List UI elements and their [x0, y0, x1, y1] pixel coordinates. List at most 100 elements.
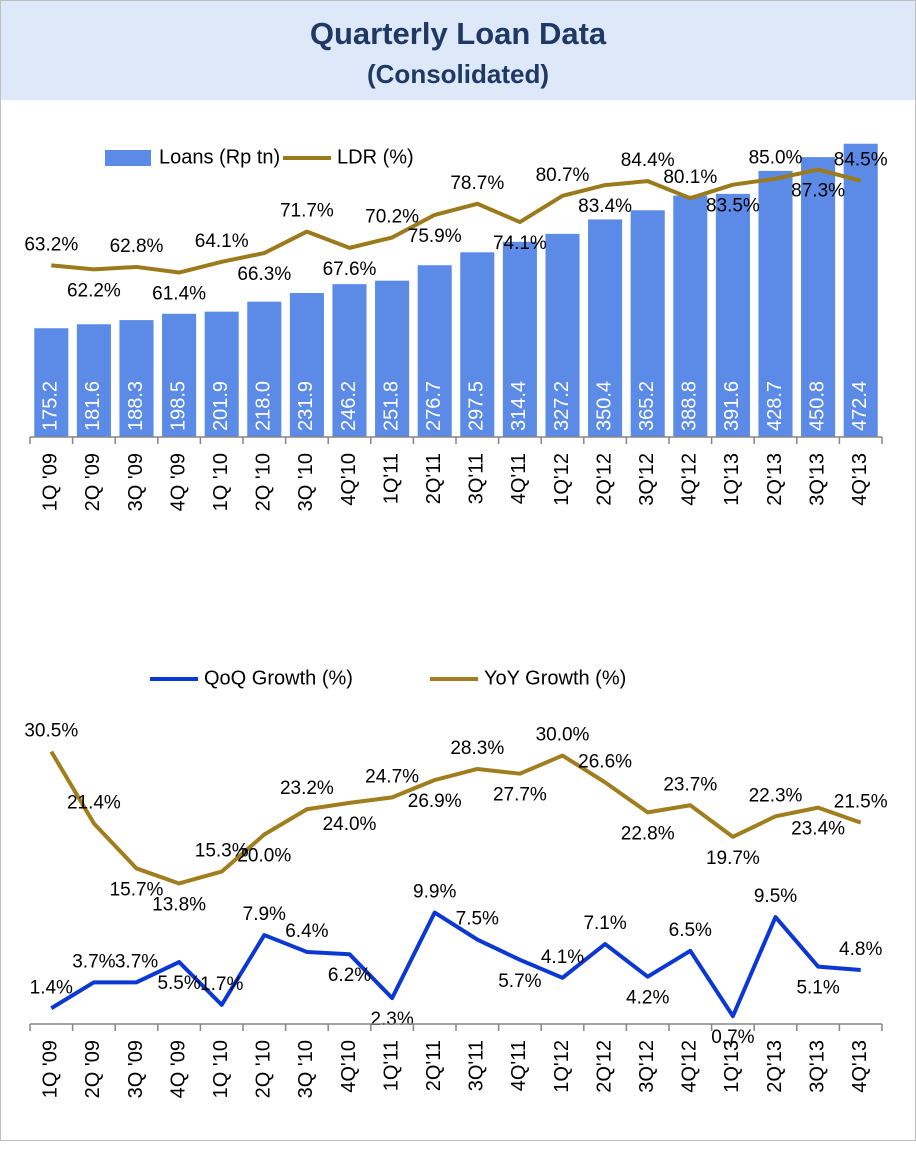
bar: [162, 313, 197, 437]
line-value-label: 83.5%: [706, 196, 760, 217]
x-tick-label: 2Q '09: [82, 1040, 104, 1098]
x-tick-label: 2Q '10: [253, 453, 275, 511]
x-tick-label: 3Q '10: [295, 453, 317, 511]
line-series: [50, 910, 861, 1019]
x-tick-label: 1Q'13: [721, 453, 743, 506]
line-value-label: 87.3%: [791, 181, 845, 202]
line-value-label: 22.8%: [621, 823, 675, 844]
line-value-label: 83.4%: [578, 196, 632, 217]
bar: [119, 320, 154, 437]
line-value-label: 4.2%: [626, 988, 669, 1009]
bar-value-label: 201.9: [210, 381, 232, 431]
line-value-label: 23.2%: [280, 778, 334, 799]
bar: [843, 143, 878, 438]
bar: [289, 293, 324, 437]
bar-value-label: 365.2: [636, 381, 658, 431]
line-value-label: 0.7%: [711, 1027, 754, 1048]
line-value-label: 74.1%: [493, 233, 547, 254]
line-value-label: 23.4%: [791, 819, 845, 840]
x-tick-label: 1Q'12: [551, 453, 573, 506]
bar-value-label: 350.4: [593, 381, 615, 431]
line-value-label: 7.1%: [583, 913, 626, 934]
line-series: [49, 750, 862, 886]
bar: [502, 241, 537, 437]
bar: [801, 157, 836, 437]
line-value-label: 6.2%: [328, 965, 371, 986]
line-value-label: 71.7%: [280, 201, 334, 222]
x-tick-label: 4Q '09: [167, 1040, 189, 1098]
x-tick-label: 2Q '10: [253, 1040, 275, 1098]
bar-value-label: 218.0: [253, 381, 275, 431]
bar: [545, 233, 580, 437]
line-value-label: 85.0%: [749, 148, 803, 169]
line-value-label: 62.2%: [67, 280, 121, 301]
bar-value-label: 188.3: [125, 381, 147, 431]
line-value-label: 30.0%: [536, 725, 590, 746]
line-value-label: 3.7%: [115, 951, 158, 972]
line-value-label: 78.7%: [450, 173, 504, 194]
bar-value-label: 175.2: [40, 381, 62, 431]
page-subtitle: (Consolidated): [367, 59, 549, 89]
x-tick-label: 3Q'13: [806, 453, 828, 506]
line-value-label: 21.5%: [834, 792, 888, 813]
x-tick-label: 1Q '10: [210, 1040, 232, 1098]
bar: [204, 311, 239, 437]
line-value-label: 64.1%: [195, 231, 249, 252]
line-value-label: 19.7%: [706, 848, 760, 869]
line-value-label: 9.9%: [413, 882, 456, 903]
x-tick-label: 3Q '10: [295, 1040, 317, 1098]
x-tick-label: 1Q'13: [721, 1040, 743, 1093]
line-value-label: 15.7%: [110, 879, 164, 900]
line-value-label: 61.4%: [152, 284, 206, 305]
bar: [332, 284, 367, 437]
x-tick-label: 2Q'11: [423, 453, 445, 504]
bar: [715, 193, 750, 437]
x-tick-label: 4Q'11: [508, 1040, 530, 1091]
line-value-label: 67.6%: [323, 259, 377, 280]
x-tick-label: 4Q '09: [167, 453, 189, 511]
line-value-label: 62.8%: [110, 236, 164, 257]
bar: [460, 252, 495, 437]
line-value-label: 6.5%: [669, 920, 712, 941]
bar: [375, 280, 410, 437]
line-value-label: 4.8%: [839, 939, 882, 960]
bar-value-label: 327.2: [551, 381, 573, 431]
legend-label: QoQ Growth (%): [204, 667, 353, 689]
bar-value-label: 251.8: [380, 381, 402, 431]
line-value-label: 26.9%: [408, 791, 462, 812]
bar: [758, 170, 793, 437]
line-value-label: 80.7%: [536, 165, 590, 186]
x-tick-label: 4Q'13: [849, 1040, 871, 1093]
x-tick-label: 2Q'12: [593, 1040, 615, 1093]
bar-value-label: 198.5: [167, 381, 189, 431]
x-tick-label: 1Q '10: [210, 453, 232, 511]
bar-value-label: 428.7: [764, 381, 786, 431]
x-tick-label: 2Q'11: [423, 1040, 445, 1091]
line-value-label: 5.7%: [498, 971, 541, 992]
line-value-label: 7.9%: [243, 904, 286, 925]
page-title: Quarterly Loan Data: [310, 16, 607, 51]
x-tick-label: 3Q'13: [806, 1040, 828, 1093]
bar-value-label: 472.4: [849, 381, 871, 431]
line-value-label: 1.4%: [30, 977, 73, 998]
x-tick-label: 3Q '09: [125, 453, 147, 511]
bar-value-label: 276.7: [423, 381, 445, 431]
bar: [588, 219, 623, 437]
legend-label: LDR (%): [337, 146, 414, 168]
x-tick-label: 2Q'12: [593, 453, 615, 506]
line-value-label: 3.7%: [72, 951, 115, 972]
bar-value-label: 450.8: [806, 381, 828, 431]
x-tick-label: 3Q '09: [125, 1040, 147, 1098]
bar-value-label: 231.9: [295, 381, 317, 431]
line-series: [51, 167, 862, 275]
line-value-label: 9.5%: [754, 886, 797, 907]
bar: [630, 210, 665, 437]
bar: [417, 265, 452, 437]
x-tick-label: 1Q '09: [40, 453, 62, 511]
header-band: [1, 1, 915, 100]
line-value-label: 22.3%: [749, 785, 803, 806]
line-value-label: 21.4%: [67, 792, 121, 813]
line-value-label: 7.5%: [456, 909, 499, 930]
x-tick-label: 1Q'11: [380, 453, 402, 504]
